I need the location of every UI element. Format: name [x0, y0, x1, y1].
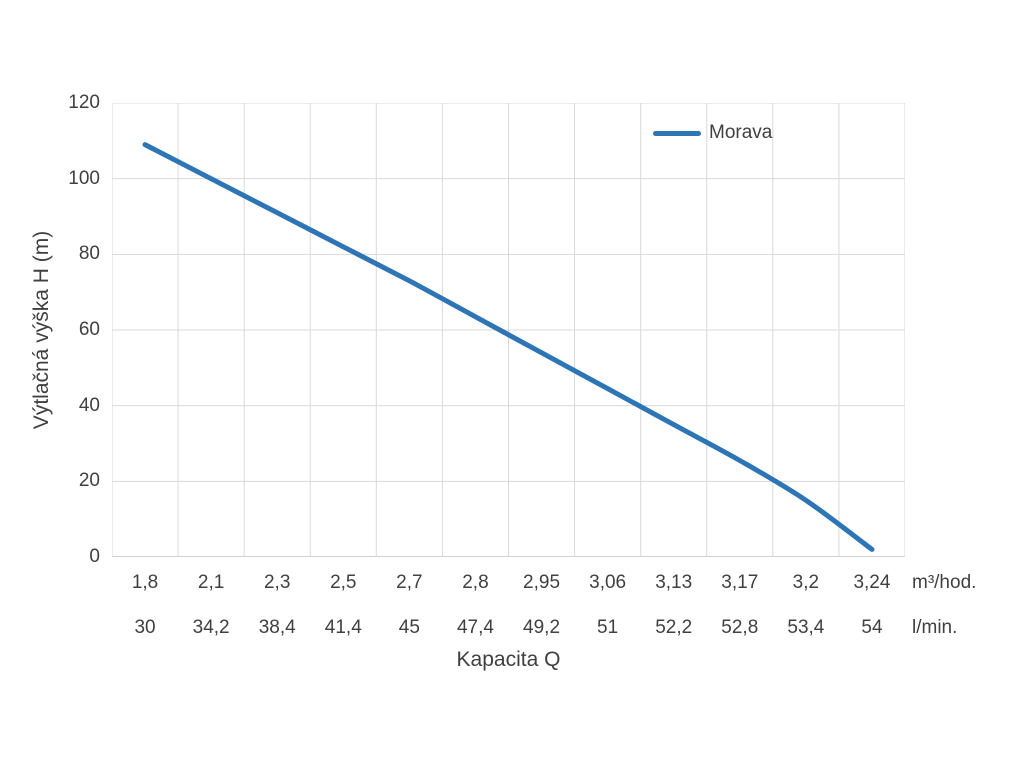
y-tick-label: 0 — [89, 546, 100, 567]
series-curve-morava — [142, 142, 875, 552]
x-tick-label: 3,2 — [792, 572, 820, 593]
x-tick-label: 2,3 — [263, 572, 291, 593]
x-axis-unit-m3hod: m³/hod. — [912, 572, 977, 593]
x-tick-label: 51 — [597, 617, 619, 638]
y-tick-label: 40 — [78, 394, 100, 416]
x-tick-label: 54 — [861, 617, 883, 638]
x-axis-unit-lmin: l/min. — [912, 617, 958, 638]
x-tick-label: 41,4 — [324, 617, 362, 638]
legend: Morava — [653, 122, 772, 144]
legend-line-swatch — [653, 130, 701, 136]
y-tick-label: 120 — [68, 92, 100, 113]
x-tick-label: 3,17 — [721, 572, 759, 593]
x-tick-label: 2,8 — [462, 572, 489, 593]
x-tick-label: 52,2 — [655, 617, 693, 638]
x-tick-label: 34,2 — [192, 617, 230, 638]
x-tick-label: 49,2 — [523, 617, 561, 638]
y-tick-label: 60 — [78, 319, 100, 340]
y-tick-label: 80 — [78, 243, 100, 265]
x-tick-label: 30 — [134, 617, 156, 638]
y-tick-label: 20 — [78, 470, 100, 492]
x-tick-label: 52,8 — [721, 617, 759, 638]
plot-area — [112, 103, 905, 557]
x-tick-label: 38,4 — [258, 617, 296, 638]
legend-series-label: Morava — [709, 122, 773, 143]
x-tick-label: 3,06 — [589, 572, 627, 593]
x-tick-label: 2,5 — [330, 572, 357, 593]
x-axis-title: Kapacita Q — [456, 648, 561, 671]
x-tick-label: 53,4 — [787, 617, 825, 638]
x-tick-label: 3,24 — [853, 572, 891, 593]
x-tick-label: 2,1 — [197, 572, 225, 593]
x-tick-label: 47,4 — [456, 617, 494, 638]
x-tick-label: 45 — [398, 617, 420, 638]
y-tick-label: 100 — [68, 167, 100, 189]
y-axis-title: Výtlačná výška H (m) — [30, 230, 53, 430]
x-tick-label: 3,13 — [655, 572, 693, 593]
x-tick-label: 2,7 — [396, 572, 423, 593]
x-tick-label: 1,8 — [131, 572, 159, 593]
x-tick-label: 2,95 — [523, 572, 561, 593]
